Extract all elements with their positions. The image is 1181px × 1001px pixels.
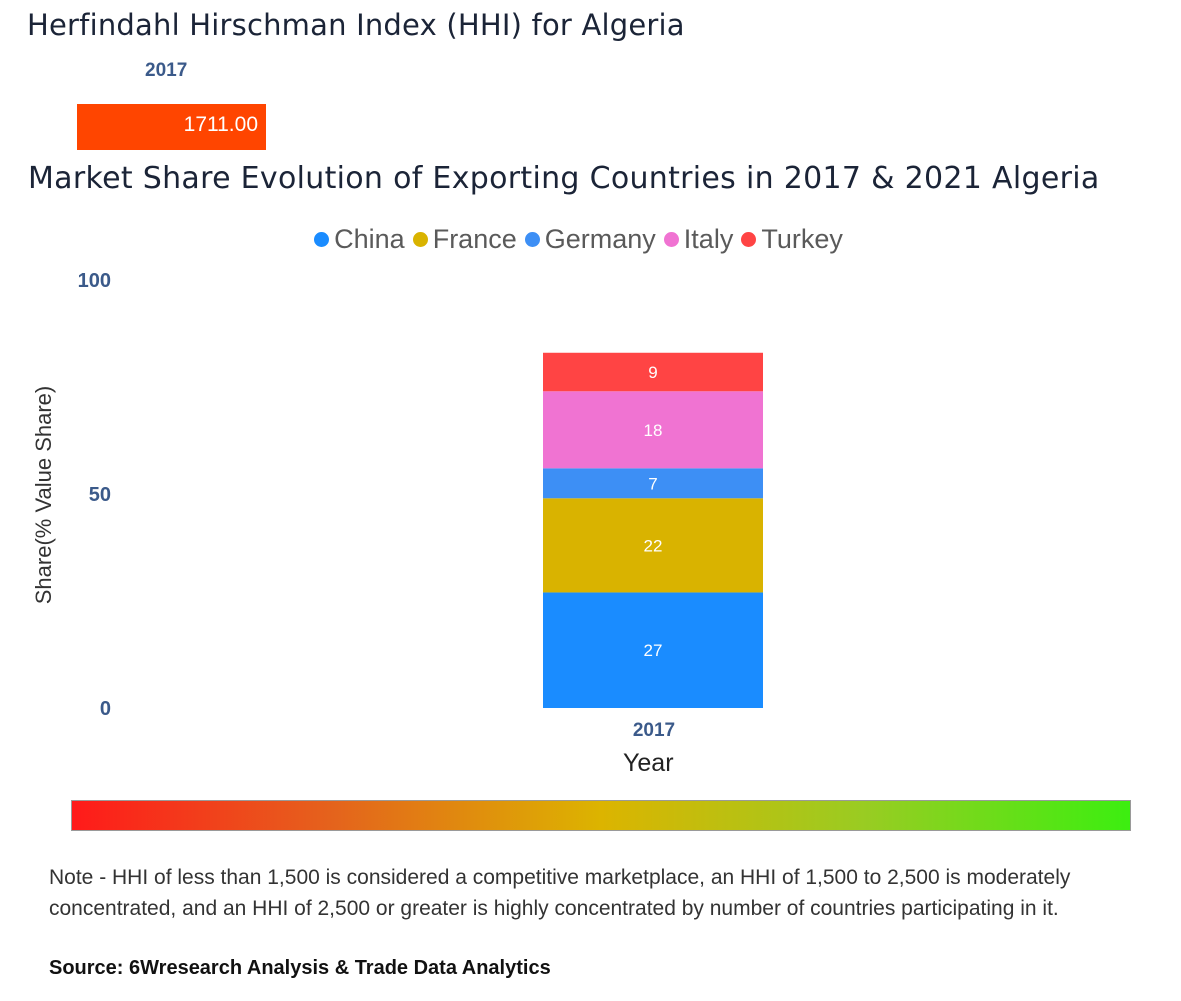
data-label-france-2017: 22 — [644, 536, 663, 555]
hhi-value-label: 1711.00 — [183, 113, 258, 136]
market-share-title: Market Share Evolution of Exporting Coun… — [28, 161, 1100, 196]
bar-segment-china-2017 — [543, 592, 763, 708]
y-tick-100: 100 — [78, 270, 111, 292]
hhi-bar: 1711.00 — [77, 104, 266, 150]
stacked-bar-chart: 0 50 100 27 22 7 18 9 2017 — [78, 270, 763, 741]
legend-marker-italy — [663, 231, 679, 247]
legend-item-germany: Germany — [524, 223, 656, 255]
x-tick-2017: 2017 — [633, 720, 675, 741]
legend-label-turkey: Turkey — [761, 223, 843, 254]
data-label-china-2017: 27 — [644, 641, 663, 660]
legend-item-china: China — [314, 224, 405, 255]
bar-segment-germany-2017 — [543, 468, 763, 499]
x-axis-label: Year — [623, 749, 674, 777]
data-label-turkey-2017: 9 — [648, 363, 657, 382]
legend-marker-china — [314, 231, 330, 247]
legend-item-turkey: Turkey — [741, 224, 843, 255]
legend-label-italy: Italy — [683, 223, 734, 254]
bar-segment-italy-2017 — [543, 391, 763, 469]
source-text: Source: 6Wresearch Analysis & Trade Data… — [49, 957, 551, 979]
legend-item-italy: Italy — [663, 223, 734, 255]
legend-marker-turkey — [741, 231, 757, 247]
bar-segment-france-2017 — [543, 498, 763, 593]
legend-marker-germany — [524, 231, 540, 247]
y-tick-50: 50 — [89, 484, 111, 506]
legend-label-china: China — [334, 223, 405, 254]
y-axis-label: Share(% Value Share) — [31, 385, 56, 605]
chart-legend: China France Germany Italy Turkey — [0, 219, 1181, 259]
data-label-italy-2017: 18 — [644, 421, 663, 440]
hhi-year-label: 2017 — [145, 60, 188, 81]
legend-label-france: France — [432, 223, 517, 254]
y-tick-0: 0 — [100, 698, 111, 720]
note-text: Note - HHI of less than 1,500 is conside… — [49, 866, 1071, 920]
hhi-title: Herfindahl Hirschman Index (HHI) for Alg… — [27, 8, 685, 42]
legend-item-france: France — [412, 223, 517, 255]
data-label-germany-2017: 7 — [648, 474, 657, 493]
legend-marker-france — [412, 231, 428, 247]
bar-segment-turkey-2017 — [543, 352, 763, 392]
hhi-gradient-scale — [71, 800, 1131, 831]
legend-label-germany: Germany — [544, 223, 656, 254]
